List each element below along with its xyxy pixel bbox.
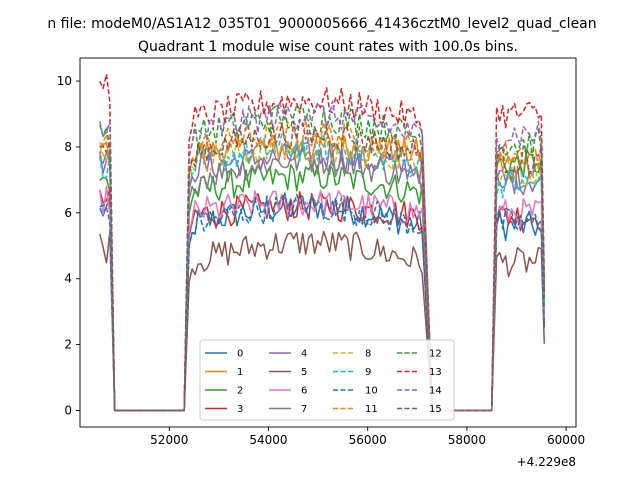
series-line-12 (99, 104, 546, 412)
legend-label-13: 13 (429, 367, 442, 378)
legend-label-14: 14 (429, 386, 442, 397)
x-tick-label: 58000 (448, 433, 486, 447)
file-suptitle: n file: modeM0/AS1A12_035T01_9000005666_… (47, 16, 596, 32)
legend-label-7: 7 (301, 404, 307, 415)
y-tick-label: 10 (57, 74, 72, 88)
y-tick-label: 2 (64, 338, 72, 352)
legend-label-8: 8 (365, 349, 371, 360)
x-tick-label: 52000 (150, 433, 188, 447)
legend-label-10: 10 (365, 386, 378, 397)
chart-title: Quadrant 1 module wise count rates with … (138, 39, 518, 55)
x-axis: 52000 54000 56000 58000 60000 (150, 427, 585, 447)
y-tick-label: 6 (64, 206, 72, 220)
series-line-9 (99, 132, 546, 412)
legend-label-1: 1 (237, 367, 243, 378)
series-line-15 (99, 118, 546, 412)
legend-label-12: 12 (429, 349, 442, 360)
legend-label-5: 5 (301, 367, 307, 378)
legend-box (199, 339, 455, 421)
y-tick-label: 0 (64, 404, 72, 418)
legend-label-11: 11 (365, 404, 378, 415)
legend-label-0: 0 (237, 349, 243, 360)
y-tick-label: 4 (64, 272, 72, 286)
x-tick-label: 60000 (547, 433, 585, 447)
legend-label-3: 3 (237, 404, 243, 415)
x-tick-label: 56000 (349, 433, 387, 447)
plot-frame (79, 57, 577, 428)
legend-label-9: 9 (365, 367, 371, 378)
legend-label-4: 4 (301, 349, 307, 360)
y-tick-label: 8 (64, 140, 72, 154)
series-layer (99, 73, 546, 412)
legend-label-2: 2 (237, 386, 243, 397)
y-axis: 0 2 4 6 8 10 (57, 74, 80, 418)
x-offset-label: +4.229e8 (517, 455, 576, 469)
legend-label-6: 6 (301, 386, 307, 397)
legend-label-15: 15 (429, 404, 442, 415)
x-tick-label: 54000 (249, 433, 287, 447)
